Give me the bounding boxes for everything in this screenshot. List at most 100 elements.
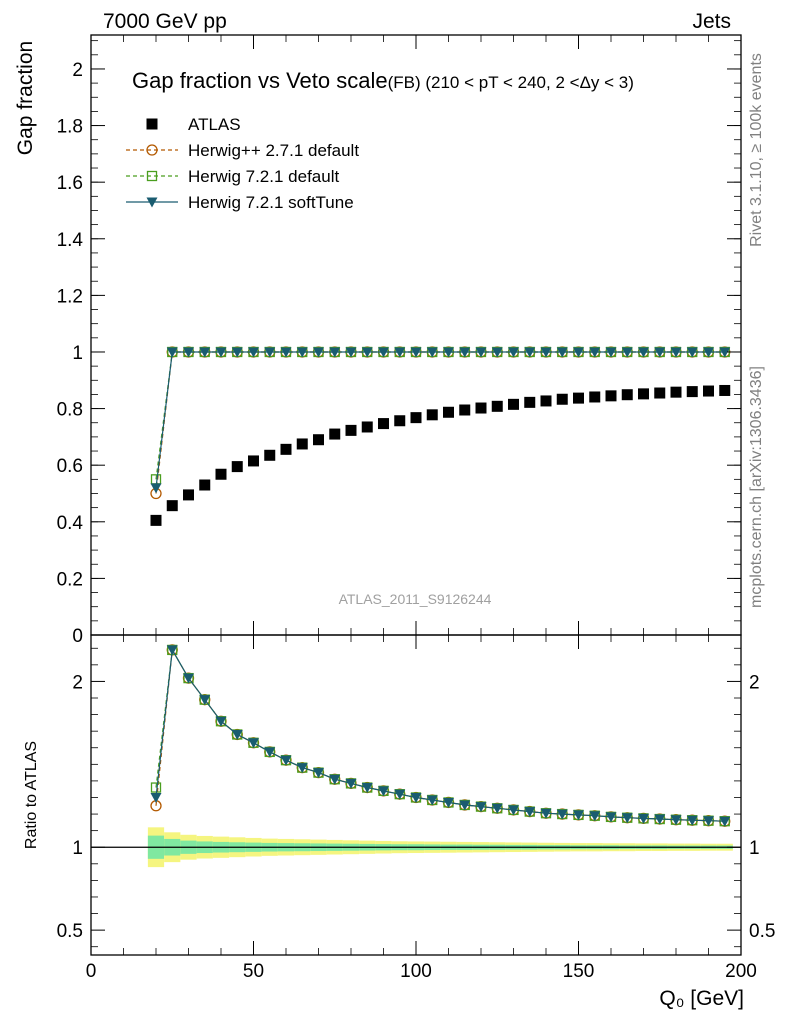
legend-marker bbox=[146, 144, 158, 156]
ratio-herwig-7-2-1-softtune-point bbox=[703, 816, 714, 827]
main-atlas-point bbox=[638, 388, 649, 400]
ratio-ylabel: Ratio to ATLAS bbox=[23, 741, 40, 849]
main-atlas-point bbox=[556, 393, 568, 405]
ratio-herwig-7-2-1-softtune-point bbox=[264, 747, 276, 758]
main-ytick-label: 1.4 bbox=[57, 230, 84, 251]
ratio-herwig-7-2-1-softtune-point bbox=[686, 815, 698, 826]
main-herwig-7-2-1-softtune-point bbox=[621, 347, 633, 358]
main-atlas-point bbox=[296, 438, 308, 450]
rivet-label: Rivet 3.1.10, ≥ 100k events bbox=[748, 53, 765, 247]
ratio-herwig-7-2-1-softtune-point bbox=[621, 813, 633, 824]
main-ytick-label: 0.2 bbox=[57, 569, 83, 590]
legend-label: Herwig++ 2.7.1 default bbox=[188, 141, 359, 160]
main-herwig-7-2-1-softtune-point bbox=[166, 347, 178, 358]
main-ytick-label: 0.6 bbox=[57, 456, 83, 477]
ratio-herwig-7-2-1-softtune-point bbox=[280, 755, 292, 766]
mcplots-label: mcplots.cern.ch [arXiv:1306.3436] bbox=[748, 366, 765, 608]
main-herwig-7-2-1-softtune-point bbox=[605, 347, 617, 358]
main-atlas-point bbox=[345, 424, 357, 436]
ratio-herwig-7-2-1-softtune-point bbox=[231, 729, 243, 740]
ratio-herwig-7-2-1-softtune-point bbox=[508, 805, 519, 816]
main-atlas-point bbox=[686, 386, 698, 398]
main-atlas-point bbox=[524, 396, 536, 408]
main-atlas-point bbox=[719, 384, 731, 396]
main-atlas-point bbox=[540, 395, 552, 407]
main-herwig-7-2-1-softtune-point bbox=[215, 347, 227, 358]
main-atlas-point bbox=[183, 489, 194, 501]
main-herwig-7-2-1-softtune-point bbox=[231, 347, 243, 358]
header-left: 7000 GeV pp bbox=[103, 10, 227, 33]
main-atlas-point bbox=[231, 461, 243, 473]
x-tick-label: 0 bbox=[86, 961, 97, 982]
main-herwig-7-2-1-softtune-point bbox=[670, 347, 682, 358]
ratio-herwig-7-2-1-softtune-point bbox=[426, 795, 438, 806]
ratio-herwig-7-2-1-softtune-point bbox=[459, 800, 471, 811]
main-ytick-label: 1.8 bbox=[57, 117, 83, 138]
legend-marker bbox=[146, 170, 158, 182]
main-herwig-7-2-1-softtune-point bbox=[540, 347, 552, 358]
main-herwig-7-2-1-softtune-point bbox=[410, 347, 422, 358]
main-herwig-7-2-1-softtune-point bbox=[491, 347, 503, 358]
main-ytick-label: 2 bbox=[72, 60, 83, 81]
legend-label: Herwig 7.2.1 default bbox=[188, 167, 339, 186]
main-herwig-7-2-1-softtune-point bbox=[329, 347, 341, 358]
ratio-herwig-7-2-1-softtune-point bbox=[329, 774, 341, 785]
ratio-herwig-7-2-1-softtune-point bbox=[589, 811, 601, 822]
main-herwig-7-2-1-softtune-point bbox=[345, 347, 357, 358]
main-atlas-point bbox=[703, 385, 714, 397]
ratio-herwig-7-2-1-softtune-point bbox=[524, 807, 536, 818]
main-atlas-point bbox=[264, 449, 276, 461]
x-tick-label: 150 bbox=[563, 961, 595, 982]
main-atlas-point bbox=[508, 398, 519, 410]
main-atlas-point bbox=[491, 400, 503, 412]
main-atlas-point bbox=[280, 443, 292, 455]
x-axis-label: Q₀ [GeV] bbox=[659, 987, 744, 1010]
main-herwig-7-2-1-softtune-point bbox=[703, 347, 714, 358]
ratio-ytick-label-right: 0.5 bbox=[749, 921, 775, 942]
main-herwig-7-2-1-softtune-point bbox=[378, 347, 389, 358]
main-atlas-point bbox=[248, 455, 259, 467]
x-tick-label: 200 bbox=[725, 961, 757, 982]
main-atlas-point bbox=[378, 418, 389, 430]
main-atlas-point bbox=[361, 421, 373, 433]
legend-label: ATLAS bbox=[188, 115, 241, 134]
ratio-herwig-7-2-1-softtune-point bbox=[491, 803, 503, 814]
main-atlas-point bbox=[670, 386, 682, 398]
ratio-herwig-7-2-1-softtune-point bbox=[313, 768, 324, 779]
main-herwig-7-2-1-softtune-point bbox=[638, 347, 649, 358]
main-herwig-7-2-1-softtune-point bbox=[183, 347, 194, 358]
ratio-ytick-label: 0.5 bbox=[57, 921, 83, 942]
main-atlas-point bbox=[621, 389, 633, 401]
main-herwig-7-2-1-softtune-point bbox=[199, 347, 211, 358]
ratio-herwig-7-2-1-softtune-point bbox=[394, 789, 406, 800]
main-atlas-point bbox=[443, 406, 454, 418]
main-ytick-label: 0.8 bbox=[57, 400, 83, 421]
ratio-ytick-label: 1 bbox=[72, 838, 83, 859]
main-atlas-point bbox=[426, 409, 438, 421]
ratio-herwig-7-2-1-softtune-point bbox=[166, 645, 178, 656]
main-atlas-point bbox=[313, 434, 324, 446]
ratio-herwig-7-2-1-softtune-point bbox=[573, 810, 584, 821]
main-atlas-point bbox=[410, 412, 422, 424]
main-atlas-point bbox=[459, 404, 471, 416]
ratio-herwig-7-2-1-softtune-point bbox=[719, 816, 731, 827]
ratio-herwig-7-2-1-softtune-point bbox=[215, 716, 227, 727]
legend-marker bbox=[146, 118, 158, 130]
main-herwig-7-2-1-softtune-point bbox=[426, 347, 438, 358]
ratio-herwig-7-2-1-softtune-point bbox=[361, 783, 373, 794]
main-atlas-point bbox=[589, 391, 601, 403]
main-ytick-label: 0 bbox=[72, 626, 83, 647]
ratio-ytick-label-right: 2 bbox=[749, 672, 760, 693]
main-herwig-7-2-1-softtune-point bbox=[443, 347, 454, 358]
ratio-herwig-7-2-1-softtune-point bbox=[540, 808, 552, 819]
main-herwig-7-2-1-softtune-point bbox=[589, 347, 601, 358]
ratio-herwig-7-2-1-softtune-point bbox=[670, 815, 682, 826]
ratio-herwig-7-2-1-softtune-point bbox=[378, 786, 389, 797]
main-herwig-7-2-1-softtune-point bbox=[280, 347, 292, 358]
legend-marker bbox=[146, 197, 158, 208]
main-herwig-7-2-1-softtune-point bbox=[459, 347, 471, 358]
main-herwig-7-2-1-softtune-point bbox=[654, 347, 666, 358]
analysis-id: ATLAS_2011_S9126244 bbox=[339, 591, 492, 607]
main-herwig-7-2-1-softtune-point bbox=[556, 347, 568, 358]
main-herwig-7-2-1-softtune-point bbox=[248, 347, 259, 358]
